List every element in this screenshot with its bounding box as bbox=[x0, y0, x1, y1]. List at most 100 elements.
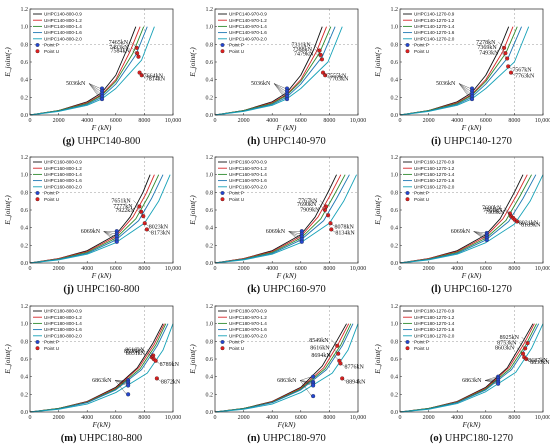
panel-uhpc180-970: 6863kN8549kN8616kN8694kN8776kN8894kN0.00… bbox=[188, 304, 366, 444]
annotation-leader bbox=[156, 378, 161, 382]
legend-entry: UHPC180-970-0.9 bbox=[229, 309, 267, 314]
panel-letter: (g) bbox=[63, 136, 78, 147]
y-tick-label: 1.0 bbox=[391, 322, 399, 328]
y-tick-label: 0.0 bbox=[206, 113, 214, 119]
annotation-label: 8830kN bbox=[530, 360, 550, 366]
y-tick-label: 0.4 bbox=[206, 375, 214, 381]
annotation-leader bbox=[322, 72, 328, 76]
legend-entry: Point P bbox=[229, 340, 244, 345]
y-tick-label: 0.8 bbox=[206, 190, 214, 196]
y-tick-label: 0.2 bbox=[206, 95, 214, 101]
x-tick-label: 0 bbox=[214, 266, 217, 272]
legend-entry: UHPC180-800-2.0 bbox=[44, 333, 82, 338]
x-tick-label: 8000 bbox=[138, 415, 150, 421]
y-tick-label: 0.4 bbox=[21, 375, 29, 381]
y-tick-label: 0.4 bbox=[391, 78, 399, 84]
annotation-label: 7761kN bbox=[483, 208, 503, 214]
y-axis-label: E_joint(-) bbox=[188, 195, 197, 226]
y-tick-label: 1.0 bbox=[21, 25, 29, 31]
point-p-marker bbox=[311, 394, 316, 399]
x-tick-label: 2000 bbox=[423, 415, 435, 421]
annotation-leader bbox=[115, 380, 127, 386]
legend-entry: UHPC180-970-1.4 bbox=[229, 321, 267, 326]
y-axis-label: E_joint(-) bbox=[188, 344, 197, 375]
series-line bbox=[29, 323, 174, 413]
annotation-label: 8687kN bbox=[528, 358, 548, 364]
y-tick-label: 0.2 bbox=[21, 392, 29, 398]
annotation-leader bbox=[139, 72, 144, 76]
y-axis-label: E_joint(-) bbox=[3, 195, 12, 226]
annotation-leader bbox=[273, 83, 286, 92]
x-axis-label: F (kN) bbox=[91, 123, 112, 132]
point-p-marker bbox=[299, 239, 304, 244]
panel-uhpc160-1270: 6069kN7690kN7761kN7909kN8021kN8189kN0.00… bbox=[373, 155, 550, 295]
x-axis-label: F (kN) bbox=[461, 123, 482, 132]
x-tick-label: 6000 bbox=[480, 118, 492, 124]
y-tick-label: 0.2 bbox=[21, 243, 29, 249]
annotation-label: 8023kN bbox=[149, 224, 169, 230]
legend-entry: UHPC160-1270-1.2 bbox=[414, 166, 455, 171]
annotation-leader bbox=[516, 221, 522, 225]
annotation-leader bbox=[147, 352, 154, 360]
legend-entry: Point U bbox=[414, 346, 429, 351]
legend-entry: UHPC160-1270-0.9 bbox=[414, 160, 455, 165]
legend-point-u-marker bbox=[220, 49, 225, 54]
y-tick-label: 0.4 bbox=[391, 226, 399, 232]
x-tick-label: 0 bbox=[399, 118, 402, 124]
annotation-leader bbox=[521, 336, 528, 344]
y-tick-label: 0.6 bbox=[21, 357, 29, 363]
x-tick-label: 0 bbox=[214, 415, 217, 421]
annotation-leader bbox=[88, 83, 101, 94]
y-tick-label: 0.6 bbox=[206, 357, 214, 363]
annotation-leader bbox=[519, 342, 526, 349]
annotation-leader bbox=[331, 339, 338, 346]
x-tick-label: 2000 bbox=[53, 415, 65, 421]
x-tick-label: 10,000 bbox=[350, 118, 367, 124]
legend-point-u-marker bbox=[35, 346, 40, 351]
annotation-label: 7814kN bbox=[146, 76, 166, 82]
panel-uhpc140-970: 5036kN7311kN7388kN7479kN7555kN7703kN0.00… bbox=[188, 7, 366, 147]
point-p-marker bbox=[99, 97, 105, 102]
y-tick-label: 0.6 bbox=[391, 357, 399, 363]
legend-entry: UHPC180-800-1.4 bbox=[44, 321, 82, 326]
x-tick-label: 4000 bbox=[81, 415, 93, 421]
panel-title: UHPC160-1270 bbox=[444, 284, 512, 295]
annotation-leader bbox=[137, 210, 144, 217]
y-tick-label: 1.2 bbox=[391, 304, 399, 310]
panel-letter: (o) bbox=[430, 433, 445, 444]
y-tick-label: 1.0 bbox=[206, 322, 214, 328]
x-tick-label: 0 bbox=[399, 266, 402, 272]
legend-point-u-marker bbox=[405, 197, 410, 202]
annotation-leader bbox=[473, 231, 486, 237]
legend-point-p-marker bbox=[220, 340, 225, 344]
annotation-label: 7690kN bbox=[297, 202, 317, 208]
x-tick-label: 4000 bbox=[81, 266, 93, 272]
panel-caption: (g) UHPC140-800 bbox=[63, 136, 141, 147]
annotation-leader bbox=[473, 231, 486, 239]
y-tick-label: 1.0 bbox=[206, 25, 214, 31]
annotation-leader bbox=[497, 41, 505, 48]
annotation-leader bbox=[299, 380, 312, 397]
legend-point-u-marker bbox=[35, 197, 40, 202]
annotation-label: 7690kN bbox=[482, 206, 502, 212]
annotation-leader bbox=[458, 83, 471, 92]
x-tick-label: 0 bbox=[214, 118, 217, 124]
legend-entry: UHPC160-970-1.6 bbox=[229, 178, 267, 183]
y-tick-label: 0.4 bbox=[21, 78, 29, 84]
annotation-leader bbox=[103, 231, 116, 240]
x-tick-label: 6000 bbox=[110, 415, 122, 421]
y-tick-label: 0.0 bbox=[21, 261, 29, 267]
x-tick-label: 6000 bbox=[110, 266, 122, 272]
y-tick-label: 0.2 bbox=[391, 95, 399, 101]
annotation-leader bbox=[273, 83, 286, 100]
legend-entry: UHPC140-970-1.4 bbox=[229, 24, 267, 29]
y-tick-label: 1.2 bbox=[391, 7, 399, 13]
legend-entry: Point U bbox=[414, 197, 429, 202]
series-line bbox=[399, 323, 544, 413]
annotation-leader bbox=[141, 75, 146, 79]
y-tick-label: 0.6 bbox=[21, 208, 29, 214]
x-tick-label: 8000 bbox=[138, 266, 150, 272]
annotation-label: 5036kN bbox=[436, 81, 456, 87]
legend-entry: UHPC140-970-2.0 bbox=[229, 36, 267, 41]
